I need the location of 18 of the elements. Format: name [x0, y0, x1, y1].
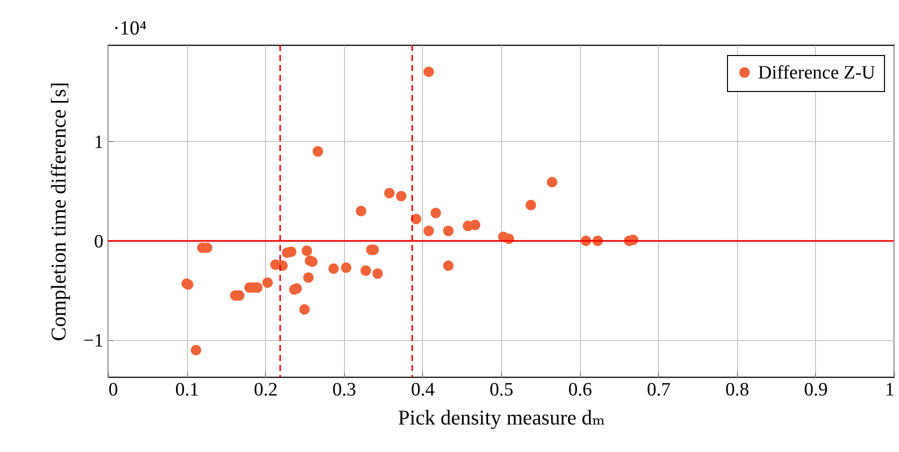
legend-label: Difference Z-U	[758, 62, 876, 84]
y-tick-label: 1	[94, 132, 104, 153]
y-tick-label: 0	[94, 231, 104, 252]
x-axis-title: Pick density measure dₘ	[398, 406, 606, 430]
x-tick-label: 0.7	[646, 380, 671, 400]
x-tick-label: 0.3	[332, 380, 356, 400]
x-tick-label: 0.6	[568, 380, 592, 400]
x-tick-label: 0	[108, 380, 118, 400]
x-tick-label: 0.2	[254, 380, 278, 400]
x-tick-label: 1	[885, 380, 894, 400]
x-tick-label: 0.1	[175, 380, 199, 400]
y-axis-title: Completion time difference [s]	[46, 82, 70, 342]
x-tick-label: 0.8	[725, 380, 750, 400]
x-tick-label: 0.5	[490, 380, 514, 400]
x-tick-label: 0.9	[804, 380, 828, 400]
text: ·10⁴	[113, 17, 147, 40]
x-tick-label: 0.4	[411, 380, 436, 400]
y-tick-label: −1	[83, 330, 104, 352]
